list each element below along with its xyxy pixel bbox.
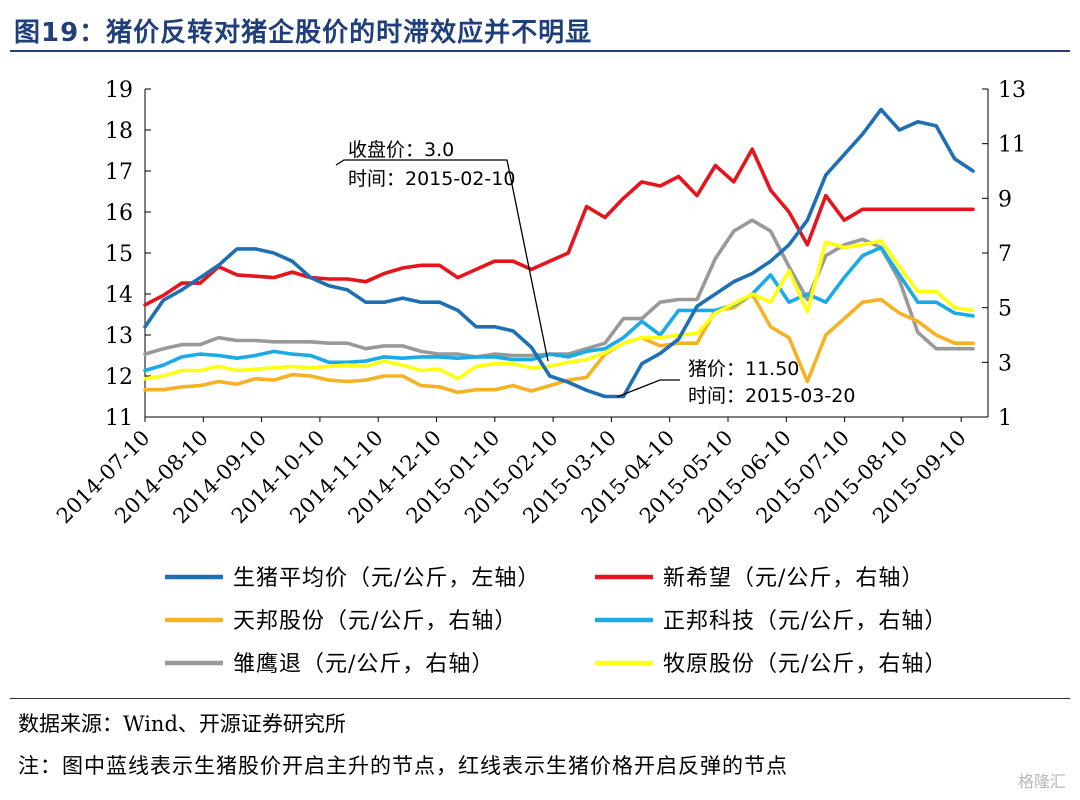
left-tick-label: 16 xyxy=(105,201,133,226)
series-line-1 xyxy=(143,147,975,307)
right-tick-label: 7 xyxy=(998,242,1012,267)
left-tick-label: 13 xyxy=(105,324,133,349)
annotation-2-text: 猪价：11.50 xyxy=(688,358,799,380)
watermark-logo: 格隆汇 xyxy=(1017,772,1066,791)
annotation-2-text: 时间：2015-03-20 xyxy=(688,385,855,407)
title-rule xyxy=(10,50,1070,52)
annotation-1-leader xyxy=(335,159,549,362)
left-tick-label: 11 xyxy=(105,406,133,431)
left-tick-label: 14 xyxy=(105,283,133,308)
legend-label-1: 新希望（元/公斤，右轴） xyxy=(663,566,924,591)
annotation-1-text: 收盘价：3.0 xyxy=(348,139,454,161)
series-line-0 xyxy=(143,107,975,399)
left-tick-label: 17 xyxy=(105,160,133,185)
chart-series xyxy=(143,107,975,399)
right-tick-label: 11 xyxy=(998,133,1026,158)
footer-rule xyxy=(10,698,1070,699)
right-tick-label: 13 xyxy=(998,78,1026,103)
left-tick-label: 15 xyxy=(105,242,133,267)
legend-label-0: 生猪平均价（元/公斤，左轴） xyxy=(233,566,540,591)
right-tick-label: 9 xyxy=(998,187,1012,212)
line-chart: 1112131415161718191357911132014-07-10201… xyxy=(52,78,1026,677)
figure-title: 图19：猪价反转对猪企股价的时滞效应并不明显 xyxy=(14,18,593,48)
series-line-5 xyxy=(143,238,975,381)
chart-axes: 1112131415161718191357911132014-07-10201… xyxy=(52,78,1026,528)
right-tick-label: 3 xyxy=(998,351,1012,376)
legend-label-2: 天邦股份（元/公斤，右轴） xyxy=(233,609,517,634)
legend-label-5: 牧原股份（元/公斤，右轴） xyxy=(663,652,947,677)
right-tick-label: 1 xyxy=(998,406,1012,431)
legend-label-4: 雏鹰退（元/公斤，右轴） xyxy=(233,652,494,677)
series-line-2 xyxy=(143,292,975,395)
chart-legend: 生猪平均价（元/公斤，左轴） 新希望（元/公斤，右轴） 天邦股份（元/公斤，右轴） 正… xyxy=(165,566,947,677)
legend-label-3: 正邦科技（元/公斤，右轴） xyxy=(663,609,947,634)
annotation-1-text: 时间：2015-02-10 xyxy=(348,168,515,190)
chart-annotations: 收盘价：3.0 时间：2015-02-10 猪价：11.50 时间：2015-03-2… xyxy=(335,139,855,407)
annotation-2-leader xyxy=(616,379,680,398)
note-text: 注：图中蓝线表示生猪股价开启主升的节点，红线表示生猪价格开启反弹的节点 xyxy=(18,754,788,778)
left-tick-label: 19 xyxy=(105,78,133,103)
source-text: 数据来源：Wind、开源证券研究所 xyxy=(18,712,346,736)
left-tick-label: 18 xyxy=(105,119,133,144)
left-tick-label: 12 xyxy=(105,365,133,390)
series-line-3 xyxy=(143,245,975,373)
series-line-4 xyxy=(143,218,975,359)
right-tick-label: 5 xyxy=(998,297,1012,322)
